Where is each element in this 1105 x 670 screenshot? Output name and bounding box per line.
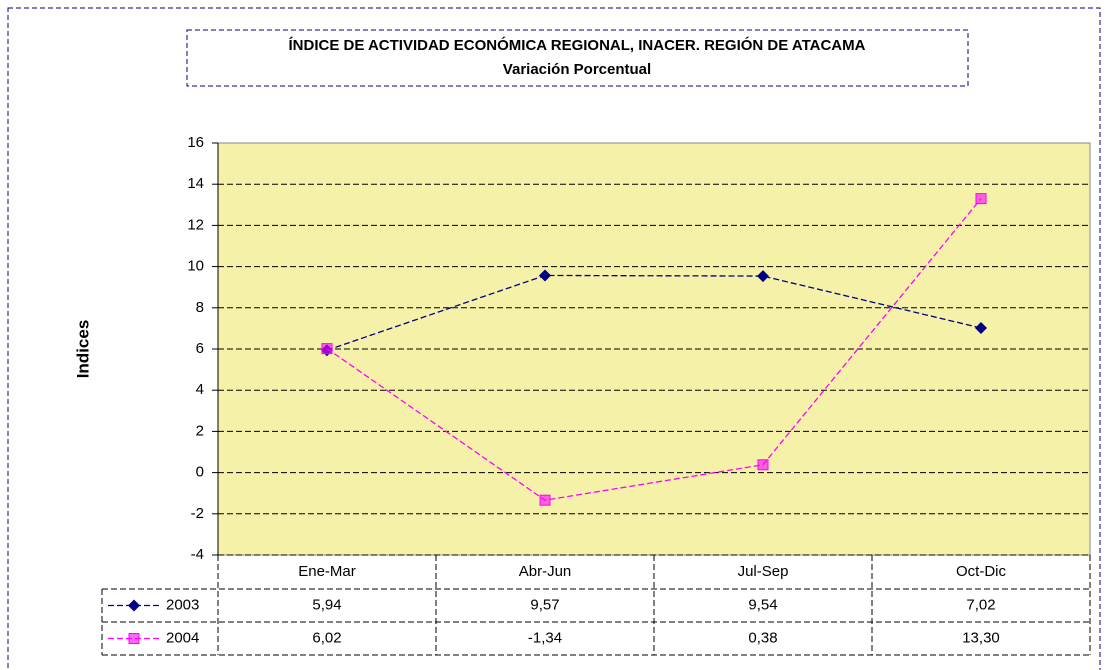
y-tick-label: 4 (196, 381, 204, 398)
y-axis-label: Indices (73, 320, 92, 379)
data-point (539, 269, 551, 282)
y-tick-label: -2 (191, 505, 204, 522)
data-point (757, 459, 769, 471)
legend-marker (128, 599, 140, 612)
y-tick-label: -4 (191, 546, 204, 563)
x-tick-label: Ene-Mar (298, 563, 356, 580)
table-value: 13,30 (962, 629, 1000, 646)
data-point (757, 270, 769, 283)
y-tick-label: 14 (187, 175, 204, 192)
y-tick-label: 12 (187, 216, 204, 233)
y-tick-label: 8 (196, 299, 204, 316)
y-tick-label: 2 (196, 422, 204, 439)
legend-marker (128, 633, 140, 644)
table-value: 6,02 (312, 629, 341, 646)
legend-label: 2003 (166, 596, 199, 613)
y-tick-label: 16 (187, 134, 204, 151)
table-value: 5,94 (312, 596, 341, 613)
table-value: 7,02 (966, 596, 995, 613)
data-point (975, 193, 987, 205)
x-tick-label: Jul-Sep (738, 563, 789, 580)
y-tick-label: 0 (196, 464, 204, 481)
legend-label: 2004 (166, 629, 199, 646)
x-tick-label: Abr-Jun (519, 563, 572, 580)
data-point (975, 321, 987, 334)
series-line (326, 198, 982, 501)
chart-title: ÍNDICE DE ACTIVIDAD ECONÓMICA REGIONAL, … (289, 36, 866, 54)
y-tick-label: 6 (196, 340, 204, 357)
series-line (326, 274, 982, 351)
title-frame (186, 29, 969, 87)
data-point (539, 494, 551, 506)
data-point (321, 343, 333, 355)
table-value: 9,57 (530, 596, 559, 613)
table-value: 0,38 (748, 629, 777, 646)
table-value: -1,34 (528, 629, 562, 646)
outer-frame (7, 7, 1101, 670)
y-tick-label: 10 (187, 258, 204, 275)
chart-subtitle: Variación Porcentual (503, 61, 651, 78)
x-tick-label: Oct-Dic (956, 563, 1006, 580)
table-value: 9,54 (748, 596, 777, 613)
